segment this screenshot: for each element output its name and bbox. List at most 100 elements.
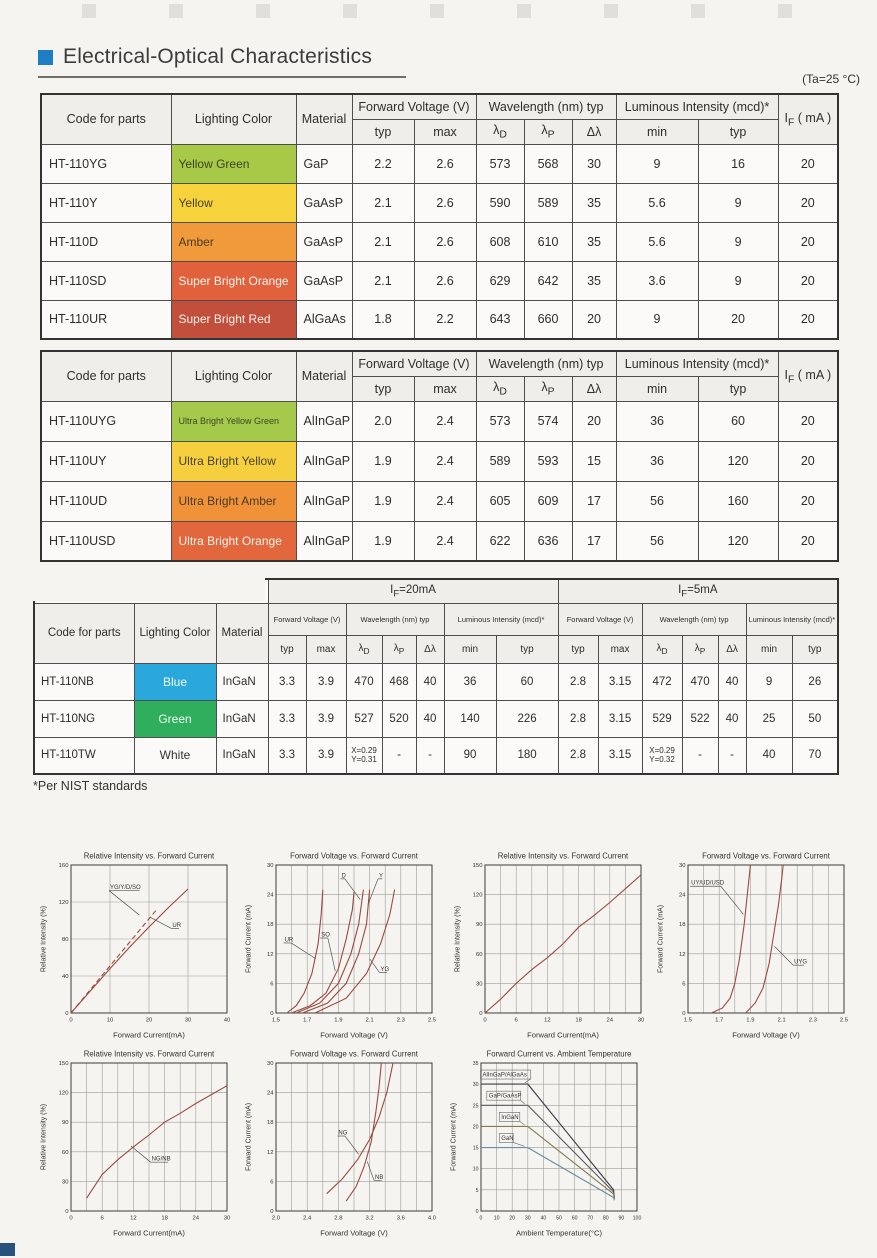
svg-text:30: 30: [679, 863, 686, 869]
cell-code: HT-110USD: [40, 520, 172, 562]
cell-li_min: 5.6: [615, 221, 699, 262]
chart-forward-voltage-vs-forward-current-ingan: 2.0 2.4 2.8 3.2 3.6 4.0 0 6 12 18 24 30 Forward Volt…: [243, 1048, 439, 1240]
svg-text:40: 40: [541, 1216, 547, 1222]
svg-text:30: 30: [267, 863, 274, 869]
col-header-wavelength: Wavelength (nm) typ: [475, 350, 617, 377]
cell-code: HT-110SD: [40, 260, 172, 301]
cell-if_ma: 20: [777, 400, 839, 442]
svg-text:10: 10: [107, 1018, 114, 1024]
cell-ld: 608: [475, 221, 525, 262]
chart-forward-current-vs-ambient-temperature: 0 10 20 30 40 50 60 70 80 90 100 0 5 10 15 20 25 30 35 Forw…: [448, 1048, 644, 1240]
cell-vf_typ: 2.0: [351, 400, 415, 442]
cell-ld: 605: [475, 480, 525, 522]
cell-code: HT-110YG: [40, 143, 172, 184]
cell-a_vf_typ: 3.3: [267, 662, 307, 701]
col-header-lambda-d: λD: [641, 634, 683, 664]
cell-vf_typ: 1.9: [351, 480, 415, 522]
chart-relative-intensity-vs-forward-current-std: 0 10 20 30 40 0 40 80 120 160 Relative Intensity v…: [38, 850, 234, 1042]
cell-ld: 573: [475, 400, 525, 442]
chart-svg: 0 10 20 30 40 0 40 80 120 160 Relative Intensity v…: [41, 852, 231, 1040]
cell-color: Yellow: [170, 182, 297, 223]
cell-li_typ: 20: [697, 299, 779, 340]
cell-vf_max: 2.4: [413, 400, 477, 442]
svg-text:30: 30: [62, 1179, 69, 1185]
svg-text:Forward Voltage (V): Forward Voltage (V): [320, 1229, 388, 1238]
cell-a_min: 36: [443, 662, 497, 701]
table-row: HT-110UYG Ultra Bright Yellow Green AlInGa…: [40, 400, 839, 442]
svg-text:160: 160: [59, 863, 70, 869]
svg-text:24: 24: [193, 1216, 200, 1222]
col-header-lambda-d: λD: [345, 634, 383, 664]
cell-vf_max: 2.4: [413, 440, 477, 482]
cell-a_vf_max: 3.9: [305, 736, 347, 775]
col-header-material: Material: [295, 350, 353, 402]
cell-material: AlInGaP: [295, 400, 353, 442]
cell-a_ld: X=0.29 Y=0.31: [345, 736, 383, 775]
cell-li_min: 36: [615, 440, 699, 482]
svg-text:0: 0: [480, 1216, 483, 1222]
chart-svg: 0 6 12 18 24 30 0 30 60 90 120 150 Relative Intensit…: [455, 852, 645, 1040]
svg-text:90: 90: [62, 1120, 69, 1126]
chart-relative-intensity-vs-forward-current-ultra: 0 6 12 18 24 30 0 30 60 90 120 150 Relative Intensit…: [452, 850, 648, 1042]
svg-text:Relative Intensity vs. Forward: Relative Intensity vs. Forward Current: [84, 852, 215, 861]
cell-if_ma: 20: [777, 440, 839, 482]
chart-forward-voltage-vs-forward-current-std: 1.5 1.7 1.9 2.1 2.3 2.5 0 6 12 18 24 30 Forward Volt…: [243, 850, 439, 1042]
svg-text:25: 25: [473, 1103, 479, 1109]
svg-text:70: 70: [587, 1216, 593, 1222]
cell-lp: 660: [523, 299, 573, 340]
col-header-luminous-intensity: Luminous Intensity (mcd)*: [615, 350, 779, 377]
cell-material: AlInGaP: [295, 480, 353, 522]
cell-li_typ: 9: [697, 182, 779, 223]
cell-if_ma: 20: [777, 299, 839, 340]
svg-text:150: 150: [59, 1061, 70, 1067]
cell-vf_max: 2.4: [413, 520, 477, 562]
svg-text:1.9: 1.9: [334, 1018, 342, 1024]
svg-text:UYG: UYG: [794, 960, 807, 966]
col-header-lambda-p: λP: [381, 634, 417, 664]
cell-code: HT-110UR: [40, 299, 172, 340]
svg-text:5: 5: [476, 1188, 479, 1194]
col-header-code: Code for parts: [40, 93, 172, 145]
cell-b_ld: X=0.29 Y=0.32: [641, 736, 683, 775]
col-header-code: Code for parts: [33, 602, 135, 664]
cell-b_vf_typ: 2.8: [557, 699, 599, 738]
svg-text:Forward Voltage vs. Forward Cu: Forward Voltage vs. Forward Current: [290, 1050, 419, 1059]
cell-lp: 636: [523, 520, 573, 562]
svg-text:10: 10: [494, 1216, 500, 1222]
svg-text:50: 50: [556, 1216, 562, 1222]
cell-ld: 573: [475, 143, 525, 184]
cell-code: HT-110Y: [40, 182, 172, 223]
cell-code: HT-110NB: [33, 662, 135, 701]
svg-text:Relative Intensity vs. Forward: Relative Intensity vs. Forward Current: [84, 1050, 215, 1059]
col-header-lambda-p: λP: [681, 634, 719, 664]
cell-a_min: 90: [443, 736, 497, 775]
cell-dl: 17: [571, 480, 617, 522]
col-header-max: max: [597, 634, 643, 664]
cell-a_dl: 40: [415, 662, 445, 701]
svg-text:GaN: GaN: [501, 1136, 513, 1142]
svg-text:20: 20: [509, 1216, 515, 1222]
cell-if_ma: 20: [777, 260, 839, 301]
svg-text:2.3: 2.3: [809, 1018, 818, 1024]
svg-text:30: 30: [473, 1082, 479, 1088]
cell-li_typ: 120: [697, 440, 779, 482]
col-header-typ: typ: [791, 634, 839, 664]
cell-color: Ultra Bright Yellow Green: [170, 400, 297, 442]
cell-vf_max: 2.4: [413, 480, 477, 522]
col-header-delta-lambda: Δλ: [717, 634, 747, 664]
svg-text:0: 0: [65, 1011, 69, 1017]
cell-material: AlInGaP: [295, 440, 353, 482]
page-corner-mark: [0, 1243, 15, 1256]
cell-ld: 629: [475, 260, 525, 301]
col-header-min: min: [615, 118, 699, 145]
cell-b_min: 40: [745, 736, 793, 775]
cell-li_min: 5.6: [615, 182, 699, 223]
cell-a_dl: 40: [415, 699, 445, 738]
cell-b_typ: 26: [791, 662, 839, 701]
svg-text:1.5: 1.5: [684, 1018, 693, 1024]
col-header-lambda-d: λD: [475, 375, 525, 402]
cell-b_lp: 470: [681, 662, 719, 701]
svg-text:120: 120: [59, 900, 70, 906]
col-header-typ: typ: [557, 634, 599, 664]
